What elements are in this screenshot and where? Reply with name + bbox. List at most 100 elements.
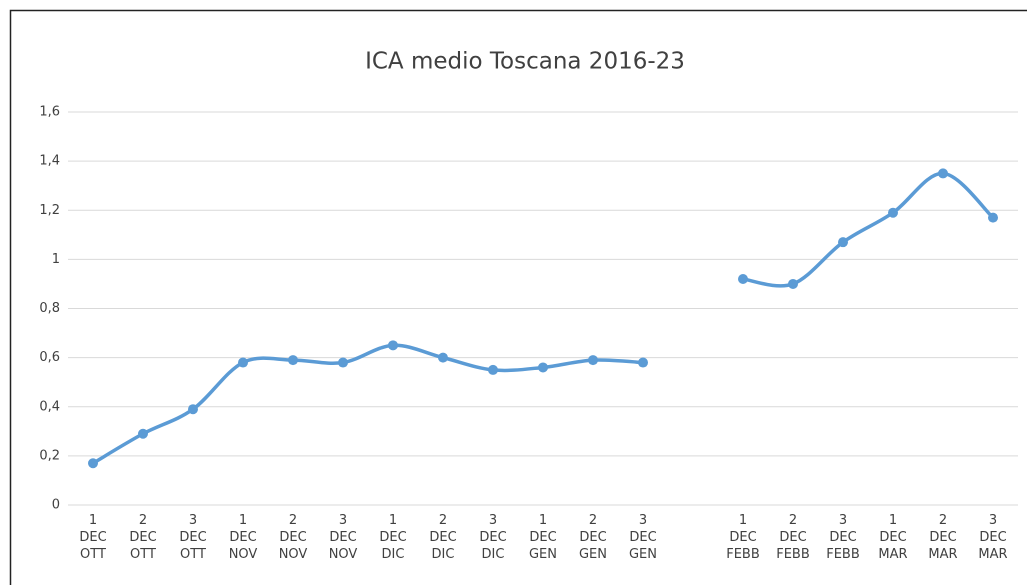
x-tick-label-line: 1	[889, 513, 897, 528]
x-tick-label-line: 2	[789, 513, 797, 528]
x-tick-label-line: DEC	[779, 530, 806, 545]
x-tick-label-line: DEC	[579, 530, 606, 545]
x-tick-label: 1 DEC OTT	[79, 513, 106, 562]
marker	[588, 355, 598, 366]
x-tick-label: 2 DEC MAR	[928, 513, 957, 562]
y-tick-label: 0,2	[39, 448, 60, 463]
x-tick-label-line: DEC	[129, 530, 156, 545]
x-tick-label-line: MAR	[878, 547, 907, 562]
x-tick-label-line: 3	[989, 513, 997, 528]
marker	[838, 237, 848, 248]
y-tick-label: 1	[52, 252, 60, 267]
y-tick-label: 1,4	[39, 154, 60, 169]
marker	[238, 357, 248, 368]
x-tick-label-line: 1	[739, 513, 747, 528]
x-tick-label-line: 3	[339, 513, 347, 528]
x-tick-label-line: OTT	[80, 547, 106, 562]
x-tick-label: 3 DEC DIC	[479, 513, 506, 562]
x-tick-label-line: FEBB	[826, 547, 860, 562]
marker	[938, 168, 948, 179]
x-tick-label-line: MAR	[928, 547, 957, 562]
x-tick-label-line: GEN	[579, 547, 607, 562]
marker	[988, 212, 998, 223]
x-tick-label-line: DEC	[379, 530, 406, 545]
x-tick-label-line: 2	[139, 513, 147, 528]
y-tick-label: 0,8	[39, 301, 60, 316]
marker	[288, 355, 298, 366]
x-tick-label-line: 2	[589, 513, 597, 528]
x-tick-label: 3 DEC GEN	[629, 513, 657, 562]
x-tick-label-line: 2	[439, 513, 447, 528]
x-tick-label-line: 2	[939, 513, 947, 528]
marker	[638, 357, 648, 368]
chart-title: ICA medio Toscana 2016-23	[365, 49, 685, 75]
x-tick-label-line: OTT	[180, 547, 206, 562]
x-tick-label: 1 DEC GEN	[529, 513, 557, 562]
marker	[738, 274, 748, 285]
x-tick-label-line: DEC	[929, 530, 956, 545]
x-tick-label-line: 3	[489, 513, 497, 528]
x-tick-label: 2 DEC NOV	[279, 513, 308, 562]
marker	[138, 428, 148, 439]
x-tick-label-line: DIC	[382, 547, 405, 562]
x-tick-label: 3 DEC OTT	[179, 513, 206, 562]
x-tick-label: 2 DEC GEN	[579, 513, 607, 562]
y-tick-label: 0,4	[39, 399, 60, 414]
marker	[538, 362, 548, 373]
marker	[88, 458, 98, 469]
x-tick-label-line: DEC	[229, 530, 256, 545]
x-tick-label-line: DEC	[629, 530, 656, 545]
x-tick-label-line: NOV	[329, 547, 358, 562]
marker	[338, 357, 348, 368]
x-tick-label-line: DEC	[979, 530, 1006, 545]
x-tick-label: 1 DEC MAR	[878, 513, 907, 562]
x-tick-label: 3 DEC NOV	[329, 513, 358, 562]
x-tick-label-line: GEN	[529, 547, 557, 562]
y-tick-label: 1,2	[39, 203, 60, 218]
x-tick-label: 2 DEC DIC	[429, 513, 456, 562]
x-tick-label-line: 1	[389, 513, 397, 528]
x-tick-label-line: 3	[839, 513, 847, 528]
x-tick-label-line: DEC	[829, 530, 856, 545]
x-tick-label-line: 3	[189, 513, 197, 528]
y-tick-label: 1,6	[39, 105, 60, 120]
x-tick-label-line: NOV	[279, 547, 308, 562]
x-tick-label-line: DIC	[482, 547, 505, 562]
x-tick-label-line: DEC	[479, 530, 506, 545]
x-tick-label: 3 DEC FEBB	[826, 513, 860, 562]
x-tick-label-line: 1	[539, 513, 547, 528]
marker	[488, 364, 498, 375]
marker	[188, 404, 198, 415]
x-tick-label-line: DEC	[179, 530, 206, 545]
x-tick-label: 2 DEC OTT	[129, 513, 156, 562]
x-tick-label-line: 2	[289, 513, 297, 528]
x-tick-label-line: 3	[639, 513, 647, 528]
y-tick-label: 0	[52, 498, 60, 513]
marker	[888, 207, 898, 218]
x-tick-label-line: FEBB	[776, 547, 810, 562]
x-tick-label-line: DEC	[879, 530, 906, 545]
x-tick-label: 1 DEC DIC	[379, 513, 406, 562]
x-tick-label-line: 1	[89, 513, 97, 528]
x-tick-label-line: NOV	[229, 547, 258, 562]
x-tick-label-line: DEC	[279, 530, 306, 545]
x-tick-label-line: OTT	[130, 547, 156, 562]
x-tick-label: 1 DEC FEBB	[726, 513, 760, 562]
x-tick-label-line: GEN	[629, 547, 657, 562]
x-tick-label-line: MAR	[978, 547, 1007, 562]
x-tick-label-line: DEC	[329, 530, 356, 545]
chart-border	[9, 9, 1027, 585]
x-tick-label: 1 DEC NOV	[229, 513, 258, 562]
x-tick-label-line: DEC	[79, 530, 106, 545]
marker	[388, 340, 398, 351]
marker	[788, 278, 798, 289]
x-tick-label-line: DIC	[432, 547, 455, 562]
y-tick-label: 0,6	[39, 350, 60, 365]
x-tick-label-line: DEC	[729, 530, 756, 545]
x-tick-label-line: 1	[239, 513, 247, 528]
x-tick-label-line: DEC	[429, 530, 456, 545]
x-tick-label-line: DEC	[529, 530, 556, 545]
x-tick-label: 2 DEC FEBB	[776, 513, 810, 562]
